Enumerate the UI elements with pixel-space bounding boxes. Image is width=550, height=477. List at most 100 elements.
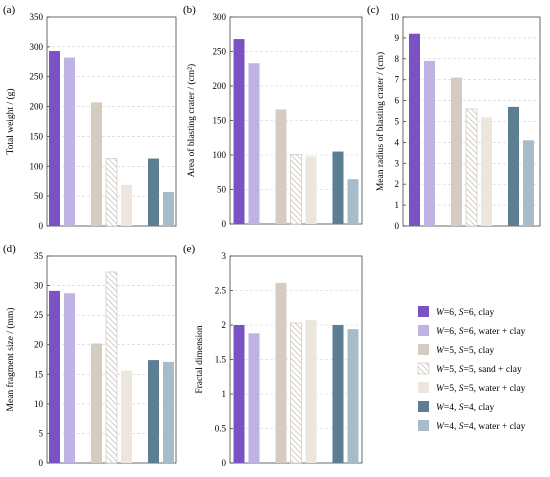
- y-tick-label: 7: [395, 75, 400, 85]
- y-tick-label: 5: [39, 428, 44, 438]
- bar-s2: [64, 293, 75, 463]
- legend-label: W=6, S=6, water + clay: [436, 327, 526, 337]
- bar-s4: [105, 158, 118, 227]
- bar-s4: [465, 108, 478, 227]
- bar-s5: [305, 320, 317, 463]
- y-tick-label: 8: [395, 54, 400, 64]
- y-tick-label: 200: [30, 102, 44, 112]
- bar-s4: [290, 154, 302, 225]
- legend-label: W=6, S=6, clay: [436, 308, 494, 318]
- y-tick-label: 3: [222, 251, 227, 261]
- y-tick-label: 4: [395, 137, 400, 147]
- y-tick-label: 2: [222, 320, 227, 330]
- bar-s2: [248, 63, 260, 225]
- bar-s3: [275, 282, 287, 463]
- bar-s1: [49, 290, 60, 463]
- y-tick-label: 200: [213, 81, 227, 91]
- bar-s6: [148, 158, 159, 226]
- y-axis-label: Total weight / (g): [5, 88, 16, 154]
- bar-s1: [233, 325, 245, 463]
- chart-panel-d: 0 5 10 15 20 25 30 35 (d) Mean fragment size / (m…: [3, 243, 177, 468]
- panel-letter: (e): [183, 243, 196, 255]
- bar-s6: [332, 325, 344, 463]
- y-tick-label: 1: [222, 389, 227, 399]
- legend-swatch: [418, 401, 429, 412]
- y-tick-label: 35: [34, 251, 44, 261]
- bar-s2: [424, 60, 435, 226]
- legend-item-s5: W=5, S=5, water + clay: [418, 382, 526, 394]
- bar-s1: [49, 51, 60, 227]
- bar-s6: [508, 106, 519, 226]
- legend-label: W=5, S=5, water + clay: [436, 384, 526, 394]
- y-tick-label: 250: [30, 72, 44, 82]
- legend-swatch: [418, 420, 429, 431]
- legend-swatch: [418, 382, 429, 393]
- y-tick-label: 100: [30, 161, 44, 171]
- chart-panel-c: 0 1 2 3 4 5 6 7 8 9 10 (c) Mean radius of blasting c…: [367, 4, 541, 231]
- panel-letter: (b): [183, 4, 196, 16]
- y-tick-label: 250: [213, 47, 227, 57]
- y-tick-label: 350: [30, 12, 44, 22]
- chart-panel-e: 0 0.5 1 1.5 2 2.5 3 (e) Fractal dimension: [183, 243, 363, 468]
- y-tick-label: 5: [395, 117, 400, 127]
- bar-s2: [248, 333, 260, 463]
- bar-s3: [275, 109, 287, 224]
- y-tick-label: 300: [30, 42, 44, 52]
- legend-swatch: [418, 325, 429, 336]
- y-axis-label: Mean radius of blasting crater / (cm): [375, 52, 386, 191]
- y-tick-label: 1.5: [215, 355, 227, 365]
- legend-item-s3: W=5, S=5, clay: [418, 344, 494, 356]
- bar-s1: [233, 39, 245, 224]
- y-tick-label: 100: [213, 150, 227, 160]
- bar-s7: [347, 329, 359, 463]
- panel-letter: (a): [3, 4, 16, 16]
- panel-letter: (c): [367, 4, 380, 16]
- y-tick-label: 300: [213, 12, 227, 22]
- y-tick-label: 0: [222, 458, 227, 468]
- legend-label: W=4, S=4, water + clay: [436, 422, 526, 432]
- bar-s3: [91, 102, 102, 226]
- legend-swatch: [417, 362, 430, 375]
- y-tick-label: 9: [395, 33, 400, 43]
- bar-s7: [163, 361, 174, 463]
- y-tick-label: 10: [34, 399, 44, 409]
- y-tick-label: 0.5: [215, 424, 227, 434]
- y-axis-label: Mean fragment size / (mm): [5, 308, 16, 412]
- bar-s7: [523, 140, 534, 226]
- y-tick-label: 20: [34, 340, 44, 350]
- bar-s4: [290, 322, 302, 464]
- legend-swatch: [418, 306, 429, 317]
- bar-s4: [105, 271, 118, 464]
- y-tick-label: 150: [30, 131, 44, 141]
- legend-item-s4: W=5, S=5, sand + clay: [417, 362, 522, 375]
- y-tick-label: 0: [222, 219, 227, 229]
- y-tick-label: 0: [39, 221, 44, 231]
- bar-s7: [347, 179, 359, 224]
- y-tick-label: 6: [395, 96, 400, 106]
- bar-s6: [148, 360, 159, 463]
- y-tick-label: 0: [395, 221, 400, 231]
- bar-s5: [121, 370, 132, 463]
- y-tick-label: 50: [34, 191, 44, 201]
- y-tick-label: 25: [34, 310, 44, 320]
- y-axis-label: Fractal dimension: [195, 325, 205, 394]
- bar-s5: [305, 156, 317, 224]
- y-tick-label: 2: [395, 179, 400, 189]
- legend-item-s1: W=6, S=6, clay: [418, 306, 494, 318]
- bar-s6: [332, 151, 344, 224]
- chart-panel-b: 0 50 100 150 200 250 300 (b) Area of blasting cr…: [183, 4, 363, 229]
- y-tick-label: 3: [395, 158, 400, 168]
- chart-panel-a: 0 50 100 150 200 250 300 350 (a) Total weight / (…: [3, 4, 177, 231]
- y-tick-label: 150: [213, 116, 227, 126]
- y-tick-label: 30: [34, 281, 44, 291]
- bar-s3: [451, 77, 462, 226]
- bar-s7: [163, 191, 174, 226]
- legend-label: W=5, S=5, sand + clay: [436, 365, 522, 375]
- legend-label: W=4, S=4, clay: [436, 403, 494, 413]
- legend-label: W=5, S=5, clay: [436, 346, 494, 356]
- y-tick-label: 10: [390, 12, 400, 22]
- legend-item-s2: W=6, S=6, water + clay: [418, 325, 526, 337]
- bar-s3: [91, 343, 102, 463]
- legend-swatch: [418, 344, 429, 355]
